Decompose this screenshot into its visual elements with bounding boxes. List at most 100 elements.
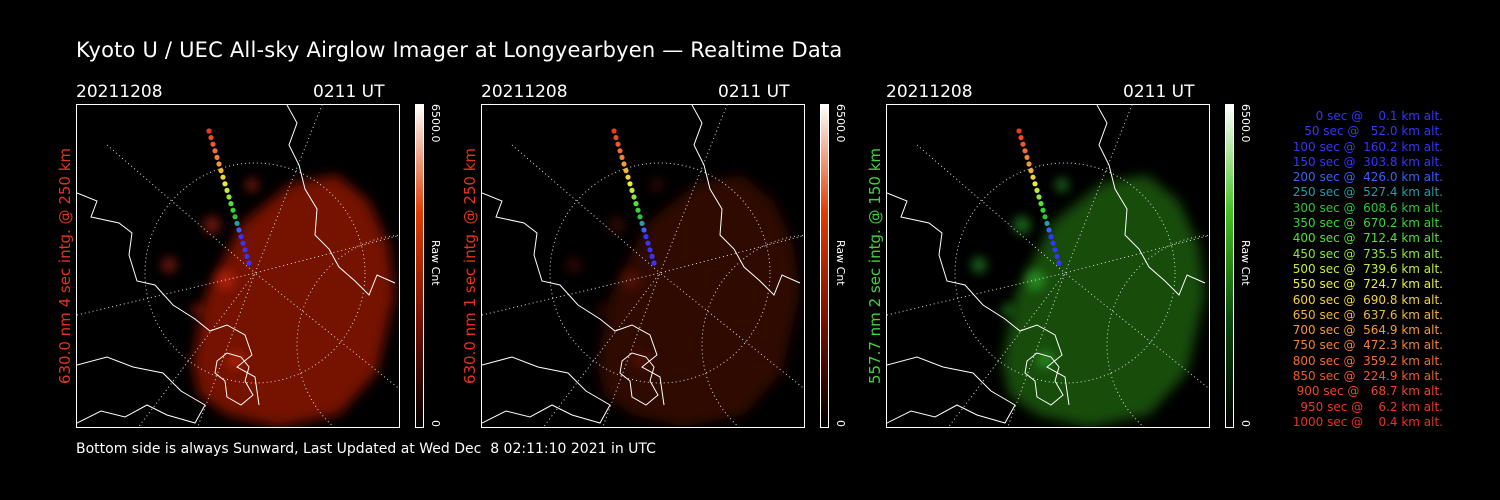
graticule <box>77 105 399 427</box>
panel3-colorbar-max: 6500.0 <box>1239 104 1252 143</box>
trajectory-point <box>629 187 635 193</box>
panel2-allsky-image <box>481 104 805 428</box>
coastline <box>77 105 396 424</box>
trajectory-point <box>1036 194 1042 200</box>
trajectory-point <box>222 181 228 187</box>
aurora-feature <box>191 304 203 316</box>
trajectory-point <box>244 253 250 259</box>
panel3-channel-label: 557.7 nm 2 sec intg. @ 150 km <box>866 147 884 385</box>
legend-row: 100 sec @ 160.2 km alt. <box>1288 139 1443 154</box>
panel2-colorbar <box>820 104 829 428</box>
panel3-date: 20211208 <box>886 82 973 102</box>
panel2-channel-label: 630.0 nm 1 sec intg. @ 250 km <box>461 147 479 385</box>
trajectory-point <box>631 194 637 200</box>
trajectory-point <box>1034 187 1040 193</box>
trajectory-legend: 0 sec @ 0.1 km alt. 50 sec @ 52.0 km alt… <box>1289 109 1443 430</box>
panel3-time: 0211 UT <box>1123 82 1195 102</box>
legend-row: 450 sec @ 735.5 km alt. <box>1288 246 1443 261</box>
trajectory-track <box>1016 128 1062 266</box>
trajectory-point <box>649 253 655 259</box>
legend-row: 600 sec @ 690.8 km alt. <box>1288 292 1443 307</box>
panel2-time: 0211 UT <box>718 82 790 102</box>
coastline <box>887 105 1206 424</box>
panel1-allsky-image <box>76 104 400 428</box>
trajectory-point <box>651 260 657 266</box>
trajectory-point <box>1022 148 1028 154</box>
trajectory-point <box>633 201 639 207</box>
trajectory-point <box>639 220 645 226</box>
aurora-feature <box>1055 178 1069 192</box>
trajectory-point <box>637 214 643 220</box>
trajectory-point <box>212 148 218 154</box>
aurora-feature <box>971 257 987 273</box>
graticule <box>482 105 804 427</box>
trajectory-point <box>613 135 619 141</box>
trajectory-point <box>214 154 220 160</box>
trajectory-point <box>615 141 621 147</box>
trajectory-point <box>643 234 649 240</box>
aurora-feature <box>566 257 582 273</box>
trajectory-point <box>246 260 252 266</box>
trajectory-track <box>611 128 657 266</box>
footer-note: Bottom side is always Sunward, Last Upda… <box>76 441 656 457</box>
legend-row: 700 sec @ 564.9 km alt. <box>1288 323 1443 338</box>
aurora-feature <box>650 178 664 192</box>
trajectory-point <box>1052 247 1058 253</box>
trajectory-point <box>1026 161 1032 167</box>
trajectory-point <box>208 135 214 141</box>
panel3-colorbar-unit: Raw Cnt <box>1239 240 1252 286</box>
aurora-feature <box>596 304 608 316</box>
trajectory-point <box>1028 168 1034 174</box>
panel1-time: 0211 UT <box>313 82 385 102</box>
aurora-feature <box>1037 352 1053 368</box>
trajectory-point <box>1044 220 1050 226</box>
trajectory-point <box>635 207 641 213</box>
panel3-colorbar <box>1225 104 1234 428</box>
panel1-channel-label: 630.0 nm 4 sec intg. @ 250 km <box>56 147 74 385</box>
trajectory-point <box>1048 234 1054 240</box>
aurora-feature <box>161 257 177 273</box>
trajectory-point <box>1054 253 1060 259</box>
airglow-region <box>1002 175 1205 427</box>
panel1-colorbar <box>415 104 424 428</box>
page-title: Kyoto U / UEC All-sky Airglow Imager at … <box>76 38 843 62</box>
panel1-date: 20211208 <box>76 82 163 102</box>
trajectory-point <box>1040 207 1046 213</box>
trajectory-track <box>206 128 252 266</box>
legend-row: 400 sec @ 712.4 km alt. <box>1288 231 1443 246</box>
trajectory-point <box>224 187 230 193</box>
trajectory-point <box>1050 240 1056 246</box>
trajectory-point <box>220 174 226 180</box>
aurora-feature <box>608 216 626 234</box>
legend-row: 750 sec @ 472.3 km alt. <box>1288 338 1443 353</box>
panel1-colorbar-max: 6500.0 <box>429 104 442 143</box>
trajectory-point <box>1030 174 1036 180</box>
panel2-colorbar-max: 6500.0 <box>834 104 847 143</box>
trajectory-point <box>1038 201 1044 207</box>
trajectory-point <box>647 247 653 253</box>
coastline <box>482 105 801 424</box>
aurora-feature <box>1001 304 1013 316</box>
legend-row: 1000 sec @ 0.4 km alt. <box>1292 414 1443 429</box>
panel1-colorbar-min: 0 <box>429 420 442 427</box>
panel3-allsky-image <box>886 104 1210 428</box>
airglow-region <box>192 175 395 427</box>
panel2-date: 20211208 <box>481 82 568 102</box>
legend-row: 900 sec @ 68.7 km alt. <box>1292 384 1443 399</box>
legend-row: 800 sec @ 359.2 km alt. <box>1288 353 1443 368</box>
panel2-colorbar-unit: Raw Cnt <box>834 240 847 286</box>
trajectory-point <box>1032 181 1038 187</box>
aurora-feature <box>1013 216 1031 234</box>
trajectory-point <box>617 148 623 154</box>
panel1-colorbar-unit: Raw Cnt <box>429 240 442 286</box>
legend-row: 550 sec @ 724.7 km alt. <box>1288 277 1443 292</box>
legend-row: 0 sec @ 0.1 km alt. <box>1304 109 1443 123</box>
trajectory-point <box>226 194 232 200</box>
legend-row: 650 sec @ 637.6 km alt. <box>1288 307 1443 322</box>
trajectory-point <box>641 227 647 233</box>
trajectory-point <box>1016 128 1022 134</box>
trajectory-point <box>234 220 240 226</box>
trajectory-point <box>242 247 248 253</box>
trajectory-point <box>206 128 212 134</box>
aurora-feature <box>227 352 243 368</box>
